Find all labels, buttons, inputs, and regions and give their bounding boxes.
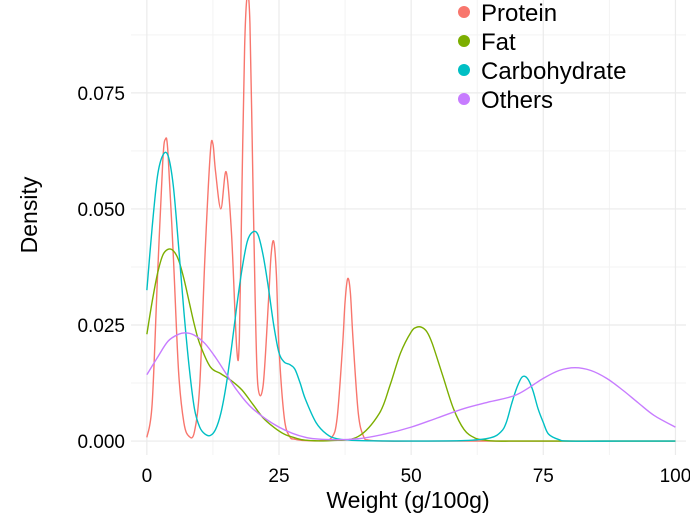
series-line-others [146,332,676,441]
legend-label: Carbohydrate [481,58,626,85]
y-axis-title: Density [16,176,42,253]
minor-gridlines [131,0,686,455]
legend-label: Protein [481,0,557,27]
x-tick-label: 0 [142,466,153,487]
x-tick-labels: 0 25 50 75 100 [142,466,690,487]
legend-label: Others [481,87,553,114]
legend-item-fat: Fat [458,29,516,56]
legend-item-others: Others [458,87,553,114]
series-line-fat [146,248,676,442]
legend-item-protein: Protein [458,0,557,27]
series-lines [146,0,676,442]
series-line-carbohydrate [146,151,676,442]
y-tick-label: 0.050 [77,200,125,221]
y-tick-labels: 0.000 0.025 0.050 0.075 [77,84,125,453]
x-tick-label: 75 [533,466,554,487]
x-tick-label: 50 [401,466,422,487]
legend-swatch [458,6,470,18]
legend-swatch [458,93,470,105]
series-line-protein [146,0,676,442]
legend-swatch [458,64,470,76]
legend-swatch [458,35,470,47]
y-tick-label: 0.025 [77,316,125,337]
x-tick-label: 25 [268,466,289,487]
y-tick-label: 0.000 [77,432,125,453]
y-tick-label: 0.075 [77,84,125,105]
legend-item-carbohydrate: Carbohydrate [458,58,626,85]
x-tick-label: 100 [660,466,690,487]
legend-label: Fat [481,29,516,56]
x-axis-title: Weight (g/100g) [326,487,489,513]
